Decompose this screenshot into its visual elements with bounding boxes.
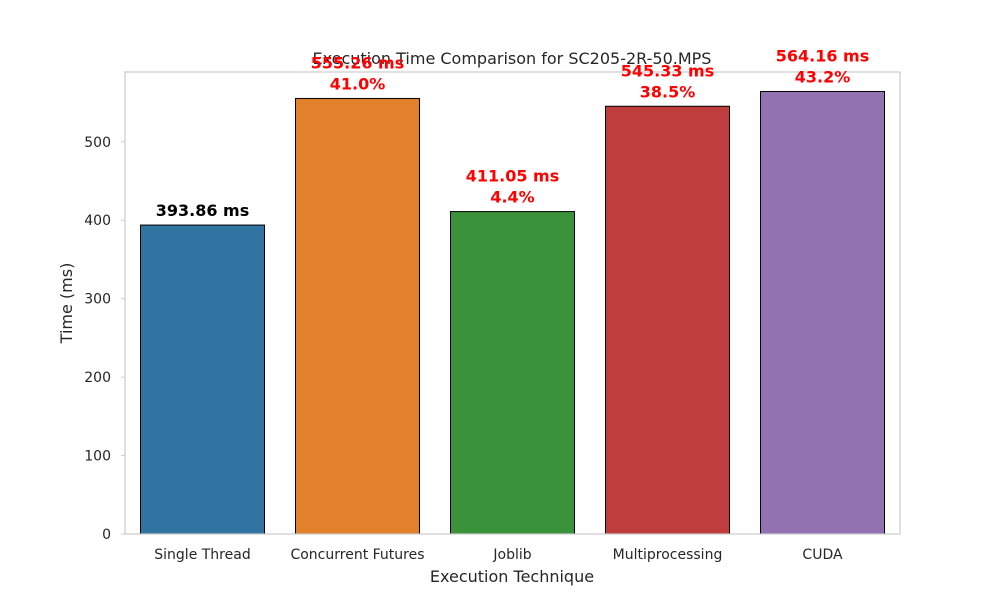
x-tick-label: Joblib [492,547,531,563]
y-tick-label: 100 [84,449,111,465]
data-label: 41.0% [330,74,386,93]
data-label: 4.4% [490,188,534,207]
y-tick-label: 200 [84,370,111,386]
y-tick-label: 300 [84,292,111,308]
bar-single-thread [140,224,265,535]
data-label: 545.33 ms [621,61,715,80]
bar-joblib [450,211,575,535]
x-tick-label: Single Thread [154,547,250,563]
x-tick-label: CUDA [802,547,843,563]
plot-area [140,90,885,535]
data-label: 43.2% [795,67,851,86]
y-tick-label: 500 [84,135,111,151]
bar-cuda [760,90,885,535]
bar-concurrent-futures [295,97,420,535]
y-tick-label: 400 [84,213,111,229]
data-label: 38.5% [640,82,696,101]
data-label: 564.16 ms [776,46,870,65]
y-tick-label: 0 [102,527,111,543]
data-labels: 393.86 ms 555.26 ms 41.0% 411.05 ms 4.4% 545.… [156,46,870,220]
x-tick-label: Concurrent Futures [290,547,424,563]
plot-frame [124,71,901,535]
y-axis-label: Time (ms) [57,263,76,345]
bar-multiprocessing [605,105,730,535]
data-label: 555.26 ms [311,53,405,72]
y-axis: 0 100 200 300 400 500 [84,135,125,543]
data-label: 393.86 ms [156,201,250,220]
x-axis: Single Thread Concurrent Futures Joblib Mul… [154,547,843,563]
x-axis-label: Execution Technique [430,567,594,586]
chart-title: Execution Time Comparison for SC205-2R-5… [313,49,712,68]
data-label: 411.05 ms [466,167,560,186]
x-tick-label: Multiprocessing [613,547,723,563]
